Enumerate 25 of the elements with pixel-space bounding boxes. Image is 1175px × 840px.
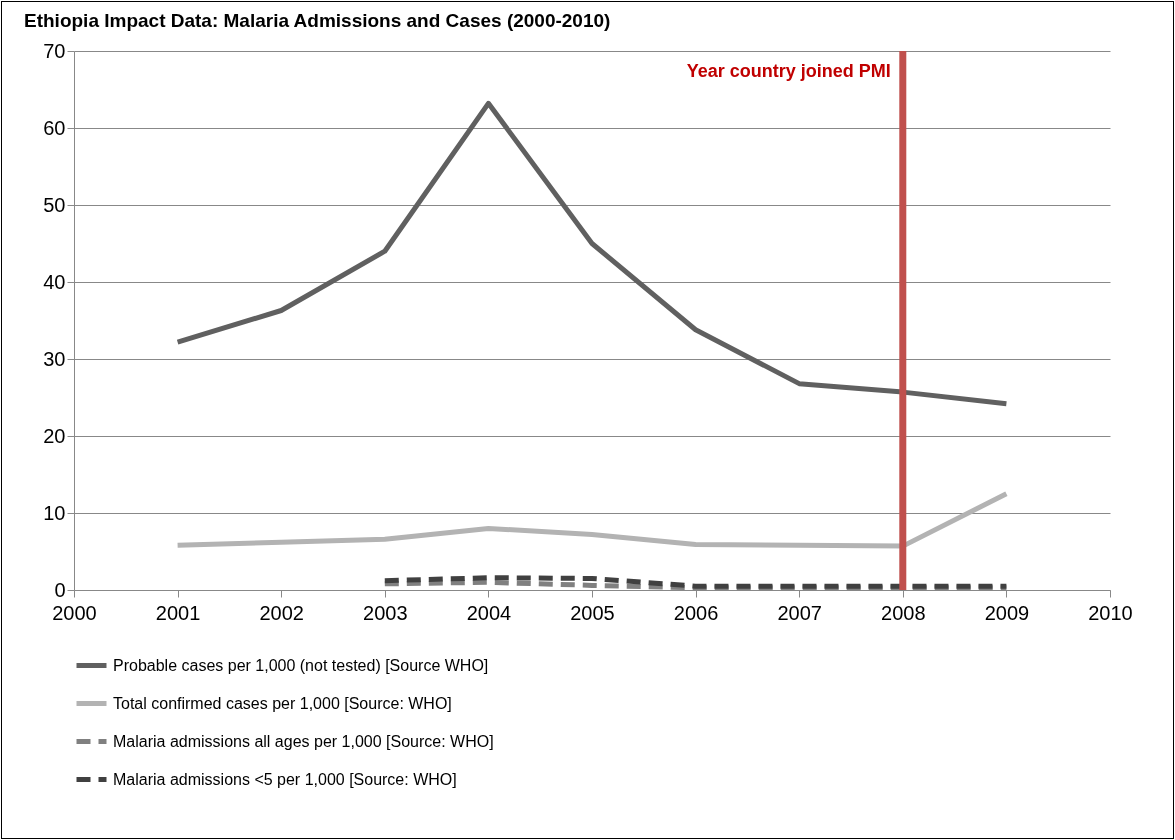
x-tick-label: 2009 <box>984 601 1030 624</box>
x-tick-label: 2010 <box>1088 601 1133 624</box>
chart-title: Ethiopia Impact Data: Malaria Admissions and Cases (2000-2010) <box>24 10 611 31</box>
x-tick-label: 2005 <box>570 601 615 624</box>
x-tick-label: 2003 <box>363 601 408 624</box>
y-tick-label: 50 <box>43 193 66 216</box>
legend-label: Probable cases per 1,000 (not tested) [Source WHO] <box>113 656 489 674</box>
ref-line-label: Year country joined PMI <box>686 61 891 81</box>
y-tick-label: 20 <box>43 424 66 447</box>
y-tick-label: 10 <box>43 501 66 524</box>
y-tick-label: 70 <box>43 39 66 62</box>
x-tick-label: 2004 <box>466 601 512 624</box>
legend-label: Malaria admissions all ages per 1,000 [Source: WHO] <box>113 732 494 750</box>
legend-label: Total confirmed cases per 1,000 [Source: WHO] <box>113 694 452 712</box>
x-tick-label: 2007 <box>777 601 822 624</box>
x-tick-label: 2001 <box>155 601 201 624</box>
x-tick-label: 2006 <box>673 601 719 624</box>
y-tick-label: 30 <box>43 347 66 370</box>
y-tick-label: 40 <box>43 270 66 293</box>
y-tick-label: 60 <box>43 116 66 139</box>
legend-label: Malaria admissions <5 per 1,000 [Source: WHO] <box>113 770 457 788</box>
x-tick-label: 2008 <box>881 601 926 624</box>
x-tick-label: 2000 <box>52 601 97 624</box>
x-tick-label: 2002 <box>259 601 304 624</box>
y-tick-label: 0 <box>54 578 66 601</box>
